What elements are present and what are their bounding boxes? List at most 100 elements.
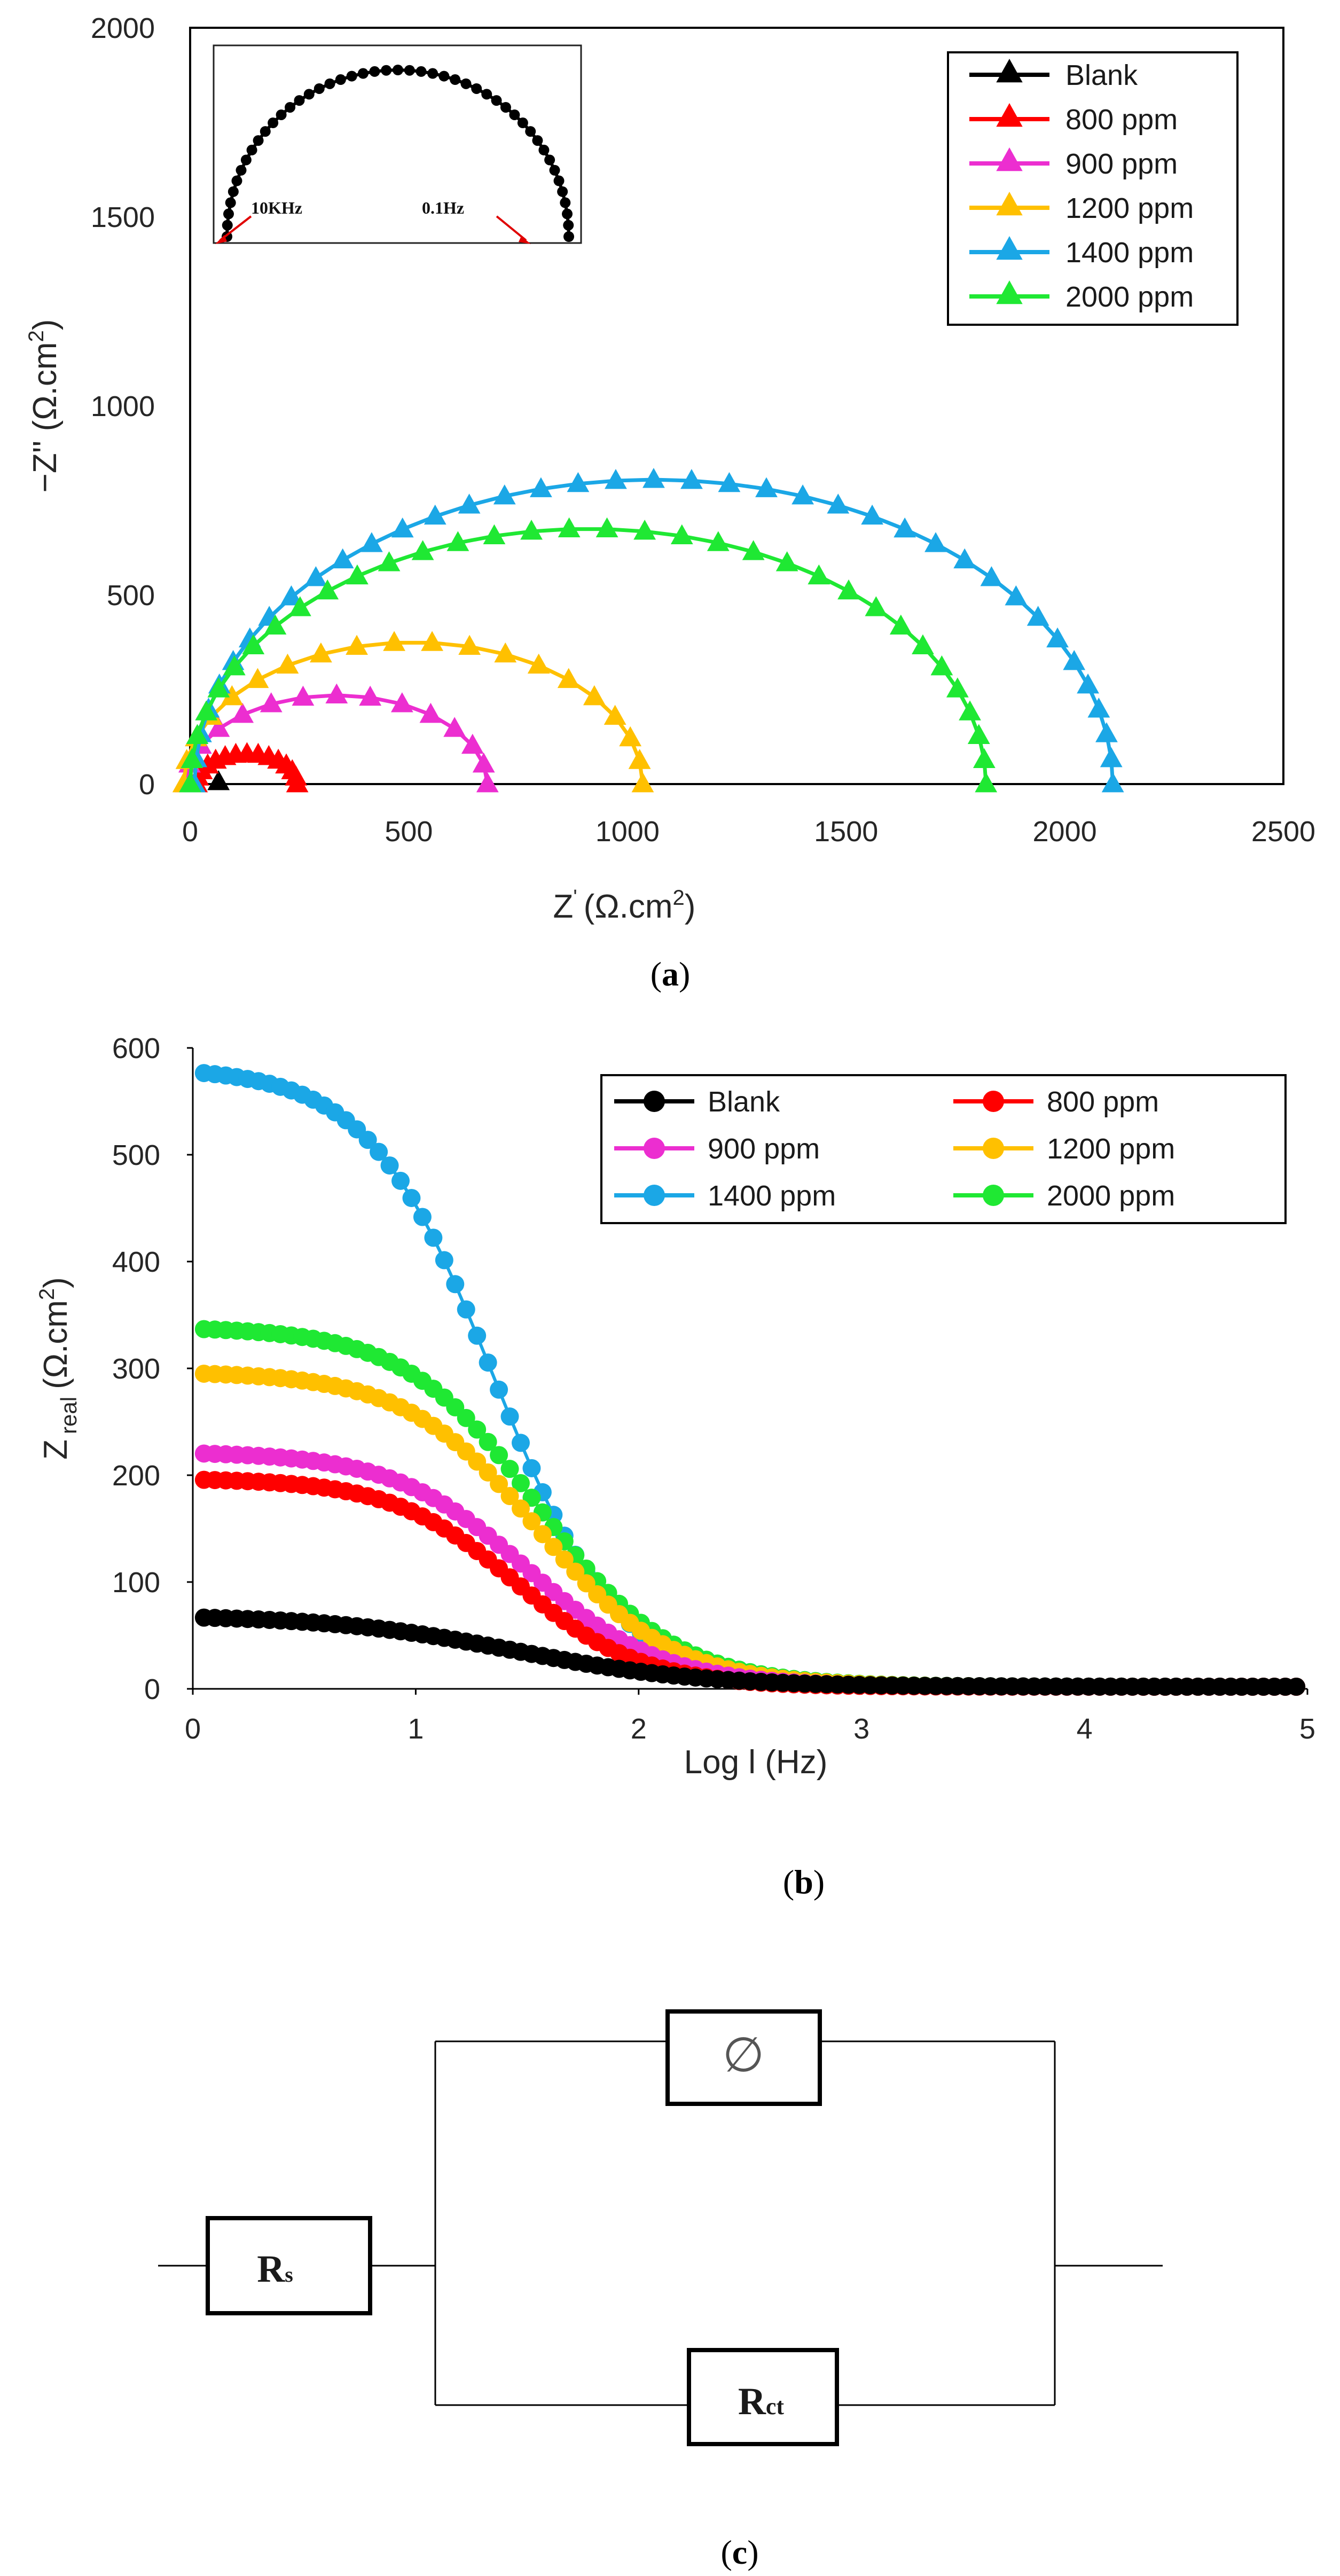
chart-a-y-tick-label: 1000	[91, 390, 155, 422]
inset-point	[294, 95, 305, 106]
inset-point	[260, 126, 271, 137]
chart-a-point	[421, 631, 443, 651]
chart-b-point	[479, 1432, 497, 1451]
chart-a: 0 500 1000 1500 2000 0 500 1000 1500 2000 2500 10…	[25, 12, 1315, 993]
chart-a-point	[231, 702, 254, 723]
inset-marks	[222, 65, 574, 242]
chart-a-y-ticks: 0 500 1000 1500 2000	[91, 12, 155, 801]
chart-a-legend-item: 2000 ppm	[969, 280, 1194, 313]
chart-a-legend-label: 2000 ppm	[1065, 281, 1194, 313]
chart-a-point	[520, 519, 543, 540]
chart-a-legend-label: Blank	[1065, 59, 1138, 91]
chart-b-x-tick-label: 3	[853, 1713, 869, 1745]
chart-a-point	[304, 566, 327, 586]
rs-box	[206, 2216, 372, 2315]
inset-point	[314, 83, 325, 94]
inset-point	[532, 135, 543, 146]
chart-a-x-axis-label: Z' (Ω.cm2)	[553, 886, 696, 925]
chart-b-point	[424, 1228, 443, 1247]
chart-a-point	[472, 752, 495, 773]
chart-b-point	[500, 1407, 519, 1426]
chart-b-point	[555, 1550, 574, 1569]
chart-a-point	[446, 531, 469, 551]
chart-a-point	[1026, 606, 1049, 626]
chart-b-legend-label: 2000 ppm	[1047, 1180, 1175, 1212]
chart-a-y-tick-label: 0	[139, 769, 155, 801]
chart-a-point	[1005, 585, 1028, 606]
chart-b-legend: Blank 800 ppm 900 ppm 1200 ppm 1400 ppm 2000 …	[600, 1074, 1287, 1224]
inset-point	[393, 65, 403, 75]
chart-b-point	[544, 1538, 563, 1556]
chart-a-point	[1087, 698, 1110, 718]
chart-a-point	[924, 532, 947, 552]
chart-b-point	[577, 1574, 595, 1593]
inset-point	[276, 109, 287, 120]
inset-point	[416, 66, 427, 77]
chart-b-point	[500, 1487, 519, 1506]
inset-point	[500, 101, 511, 113]
chart-b-point	[391, 1171, 410, 1190]
inset-point	[557, 186, 568, 197]
chart-b-x-axis-label: Log l (Hz)	[684, 1744, 828, 1781]
chart-b-legend-item: 1400 ppm	[614, 1180, 836, 1212]
chart-a-point	[411, 540, 434, 560]
inset-point	[335, 74, 346, 85]
chart-b-y-tick-label: 500	[112, 1139, 160, 1171]
inset-arrowhead-right	[519, 236, 531, 244]
chart-a-legend-item: 1200 ppm	[969, 192, 1194, 224]
chart-a-point	[207, 770, 230, 790]
chart-a-legend-marker	[996, 147, 1023, 171]
chart-b-x-tick-label: 0	[185, 1713, 201, 1745]
chart-a-point	[967, 724, 990, 744]
chart-a-x-tick-label: 1500	[814, 816, 878, 848]
chart-a-x-tick-label: 0	[182, 816, 198, 848]
chart-a-point	[391, 517, 414, 538]
chart-b-point	[500, 1460, 519, 1478]
chart-a-point	[458, 494, 481, 514]
chart-a-point	[973, 748, 996, 768]
chart-b-point	[490, 1380, 508, 1399]
chart-b-legend-frame	[600, 1074, 1287, 1224]
chart-b-point	[435, 1251, 453, 1270]
chart-b-x-tick-label: 2	[631, 1713, 647, 1745]
chart-b-legend-label: 800 ppm	[1047, 1086, 1159, 1118]
inset-point	[450, 74, 461, 85]
chart-b-point	[358, 1131, 377, 1149]
chart-a-point	[633, 519, 656, 540]
chart-a-point	[419, 702, 442, 723]
chart-a-legend-marker	[996, 59, 1023, 83]
inset-point	[381, 65, 392, 76]
chart-a-point	[443, 717, 466, 737]
chart-a-point	[980, 566, 1003, 586]
chart-a-point	[865, 596, 888, 616]
inset-point	[404, 65, 415, 76]
chart-a-point	[707, 531, 730, 551]
chart-a-series-800-ppm	[185, 742, 309, 793]
chart-a-point	[680, 469, 703, 489]
chart-a-point	[628, 749, 651, 769]
chart-a-series-blank	[207, 770, 230, 790]
inset-point	[553, 175, 565, 186]
chart-a-legend-marker	[996, 280, 1023, 304]
chart-b-y-tick-label: 400	[112, 1246, 160, 1278]
chart-a-point	[346, 564, 369, 585]
chart-a-point	[195, 700, 218, 721]
chart-a-point	[221, 685, 244, 706]
chart-b-point	[490, 1446, 508, 1465]
chart-b-point	[522, 1512, 541, 1531]
chart-b-series-2000-ppm	[194, 1320, 1306, 1696]
inset-point	[246, 144, 257, 155]
chart-a-point	[792, 484, 814, 505]
chart-b-legend-item: Blank	[614, 1086, 780, 1118]
cpe-box	[665, 2009, 822, 2106]
chart-a-point	[837, 579, 860, 600]
chart-a-point	[1095, 722, 1118, 742]
chart-a-x-ticks: 0 500 1000 1500 2000 2500	[182, 816, 1315, 848]
chart-a-point	[861, 504, 884, 525]
inset-point	[517, 118, 528, 129]
chart-b-point	[468, 1420, 487, 1439]
chart-a-point	[359, 685, 382, 706]
chart-b-y-ticks: 0 100 200 300 400 500 600	[112, 1032, 193, 1705]
chart-a-point	[889, 614, 912, 635]
